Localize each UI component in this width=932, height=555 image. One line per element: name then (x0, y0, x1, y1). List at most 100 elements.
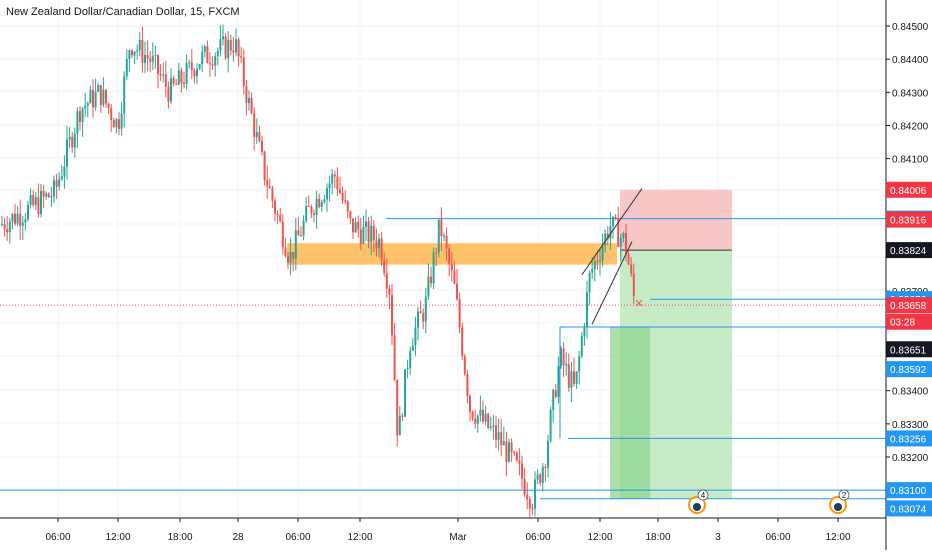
candle-body (170, 78, 172, 102)
candle-body (466, 373, 469, 396)
event-marker-icon (834, 503, 842, 511)
y-tick-label: 0.83300 (892, 420, 929, 431)
candle-body (42, 190, 45, 197)
candle-body (245, 85, 248, 103)
candle-body (123, 76, 126, 114)
event-count-badge (838, 489, 850, 501)
candle-body (50, 196, 53, 198)
candle-body (3, 224, 6, 230)
stop-zone (620, 189, 732, 251)
candle-body (141, 39, 144, 63)
price-tag-label: 0.83658 (890, 301, 927, 312)
candle-body (118, 119, 120, 129)
candle-body (237, 39, 240, 57)
candle-body (136, 50, 139, 52)
candle-body (349, 211, 352, 219)
candle-body (97, 85, 100, 92)
candle-body (14, 213, 16, 224)
candle-body (164, 74, 167, 87)
candle-body (469, 395, 471, 412)
event-marker-icon (693, 503, 701, 511)
candle-body (625, 232, 627, 254)
price-tag-label: 0.83074 (890, 504, 927, 515)
candle-body (484, 413, 487, 422)
candle-body (437, 219, 440, 253)
candle-body (289, 252, 292, 263)
candle-body (578, 356, 581, 372)
price-tag-label: 0.83824 (890, 246, 927, 257)
candle-body (29, 195, 32, 205)
candle-body (541, 466, 544, 483)
candle-body (352, 218, 354, 233)
candle-body (211, 64, 214, 66)
price-tag-label: 0.83100 (890, 486, 927, 497)
candle-body (274, 200, 276, 214)
candle-body (149, 58, 152, 62)
candle-body (313, 213, 315, 215)
candle-body (248, 98, 250, 103)
x-tick-label: 06:00 (285, 532, 310, 543)
candle-body (60, 176, 63, 180)
candle-body (573, 371, 575, 384)
candle-body (487, 413, 490, 428)
channel-line-upper (581, 188, 643, 275)
candle-body (419, 311, 422, 314)
candle-body (591, 269, 594, 273)
y-tick-label: 0.83200 (892, 453, 929, 464)
candle-body (505, 441, 508, 462)
candle-body (172, 78, 175, 84)
candle-body (557, 366, 560, 397)
price-tag (886, 211, 932, 228)
candle-body (515, 452, 518, 461)
candle-body (427, 276, 430, 297)
candle-body (302, 220, 305, 236)
candle-body (609, 226, 612, 240)
candle-body (258, 132, 261, 141)
candle-body (549, 409, 552, 441)
candle-body (206, 46, 209, 63)
candle-body (92, 89, 94, 108)
candle-body (201, 51, 204, 65)
candle-body (391, 294, 393, 336)
candle-body (240, 56, 243, 58)
candle-body (250, 98, 253, 114)
candle-body (292, 252, 295, 259)
candle-body (1, 224, 3, 226)
candle-body (198, 64, 201, 70)
candle-body (414, 327, 417, 346)
candle-body (333, 174, 336, 177)
candle-body (32, 195, 35, 205)
candle-body (229, 39, 232, 51)
candle-body (606, 233, 609, 240)
candle-body (53, 180, 55, 197)
candle-body (396, 379, 399, 436)
candle-body (344, 200, 347, 202)
candle-body (193, 70, 196, 77)
candle-body (279, 215, 282, 222)
candle-body (40, 190, 42, 214)
candle-body (411, 345, 414, 351)
candle-body (430, 276, 432, 284)
candle-body (424, 296, 427, 322)
candle-body (406, 368, 409, 370)
candle-body (474, 418, 477, 424)
candle-body (570, 371, 573, 388)
candle-body (448, 248, 451, 264)
cross-mark (635, 299, 643, 307)
candle-body (521, 463, 523, 479)
candle-body (599, 260, 601, 262)
candle-body (209, 62, 211, 65)
candle-body (453, 270, 456, 284)
x-tick-label: 12:00 (347, 532, 372, 543)
candle-body (362, 227, 365, 244)
chart-title: New Zealand Dollar/Canadian Dollar, 15, … (6, 6, 240, 18)
candle-body (19, 213, 22, 226)
candle-body (604, 233, 607, 246)
candle-body (183, 82, 185, 84)
candle-body (518, 460, 521, 464)
candle-body (497, 432, 500, 440)
x-tick-label: 3 (715, 532, 721, 543)
candle-body (276, 213, 279, 216)
